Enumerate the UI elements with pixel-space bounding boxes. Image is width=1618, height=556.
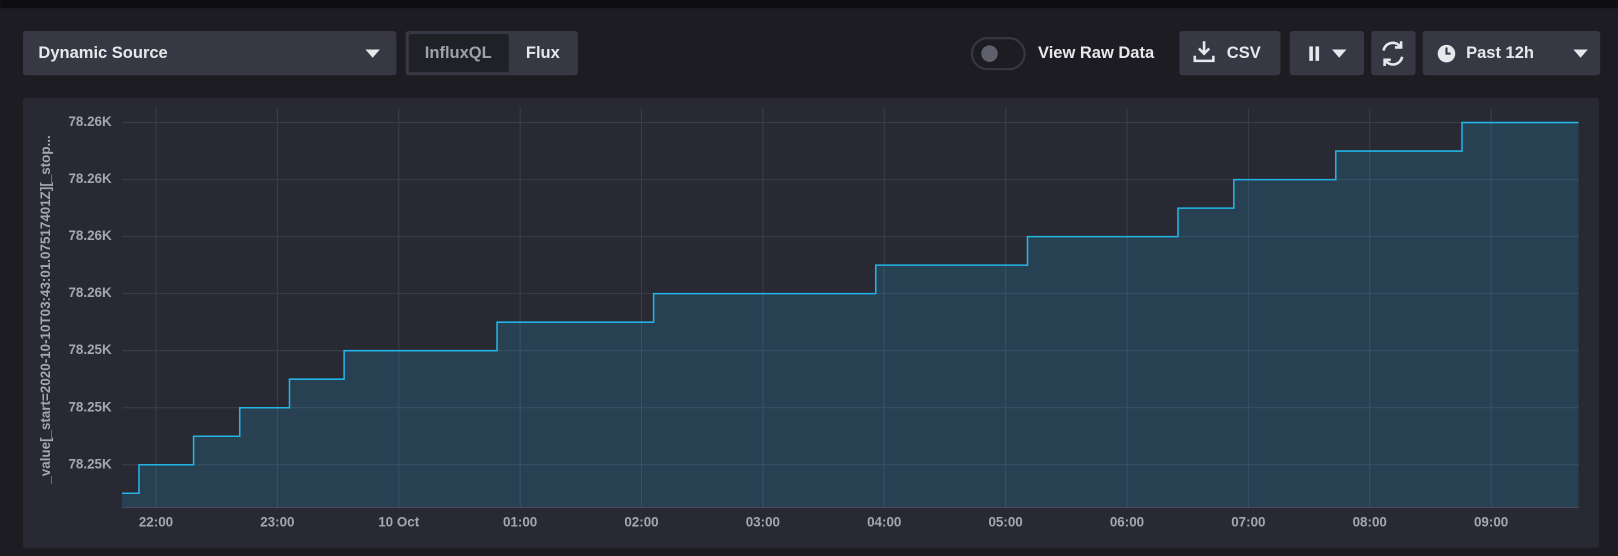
x-tick-label: 09:00	[1474, 515, 1508, 530]
refresh-icon	[1382, 41, 1404, 67]
source-label: Dynamic Source	[38, 44, 167, 62]
top-strip	[0, 0, 1618, 9]
source-dropdown[interactable]	[22, 30, 397, 76]
refresh-button[interactable]	[1371, 30, 1416, 76]
x-tick-label: 05:00	[988, 515, 1022, 530]
x-tick-label: 23:00	[260, 515, 294, 530]
time-range-label: Past 12h	[1466, 44, 1534, 62]
pause-bar	[1315, 46, 1320, 61]
x-tick-label: 22:00	[139, 515, 173, 530]
dropdown-caret	[365, 49, 380, 58]
x-tick-label: 06:00	[1110, 515, 1144, 530]
time-range-dropdown[interactable]	[1422, 30, 1601, 76]
x-tick-label: 10 Oct	[378, 515, 420, 530]
mode-b-label[interactable]: Flux	[526, 44, 561, 62]
y-tick-label: 78.25K	[68, 456, 112, 471]
x-tick-label: 02:00	[624, 515, 658, 530]
raw-toggle-label: View Raw Data	[1038, 44, 1155, 62]
raw-toggle[interactable]	[970, 37, 1026, 71]
mode-influxql[interactable]	[408, 34, 509, 73]
y-tick-label: 78.25K	[68, 342, 112, 357]
download-icon	[1193, 41, 1215, 63]
x-tick-label: 04:00	[867, 515, 901, 530]
y-tick-label: 78.26K	[68, 285, 112, 300]
x-tick-label: 03:00	[746, 515, 780, 530]
y-axis-label: _value[_start=2020-10-10T03:43:01.075174…	[38, 135, 53, 484]
chart-panel	[22, 97, 1600, 548]
dropdown-caret	[1331, 49, 1347, 58]
toolbar: Dynamic Source InfluxQL Flux View Raw Da…	[22, 30, 1601, 76]
csv-label: CSV	[1227, 44, 1261, 62]
y-tick-label: 78.25K	[68, 399, 112, 414]
pause-bar	[1309, 46, 1313, 61]
plot: 78.25K 78.25K 78.25K 78.26K 78.26K 78.26K 78.2…	[68, 108, 1579, 530]
mode-a-label: InfluxQL	[425, 44, 492, 62]
dropdown-caret	[1573, 49, 1588, 58]
line	[121, 121, 1579, 495]
x-tick-label: 08:00	[1353, 515, 1387, 530]
clock-hands	[1445, 47, 1451, 55]
x-tick-label: 07:00	[1231, 515, 1265, 530]
y-tick-label: 78.26K	[68, 171, 112, 186]
toggle-knob	[981, 45, 998, 62]
area	[121, 122, 1579, 508]
y-tick-label: 78.26K	[68, 114, 112, 129]
pause-button[interactable]	[1289, 30, 1364, 76]
y-tick-label: 78.26K	[68, 228, 112, 243]
x-tick-label: 01:00	[503, 515, 537, 530]
